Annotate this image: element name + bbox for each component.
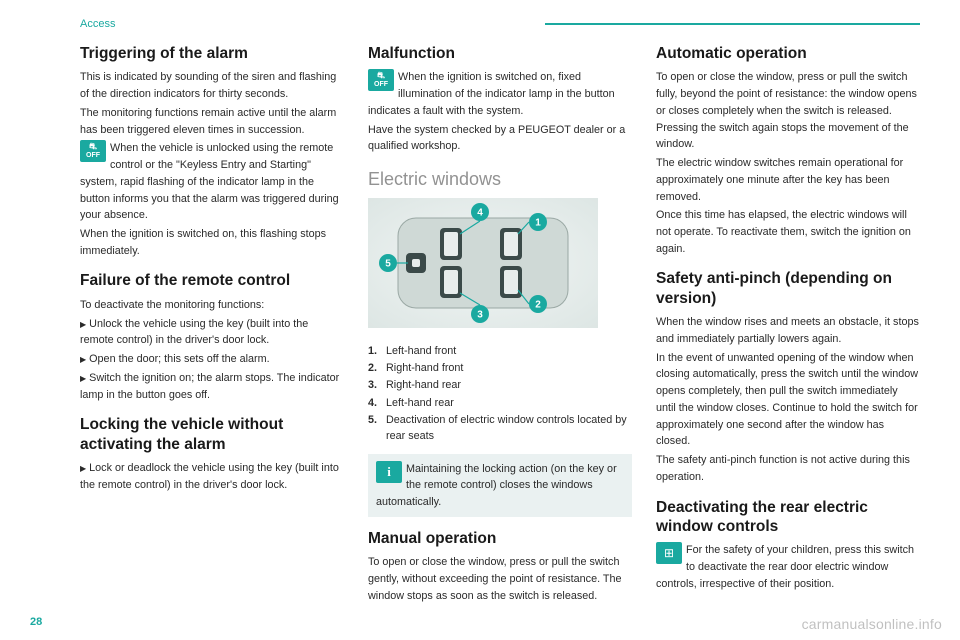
body-text: The safety anti-pinch function is not ac…: [656, 452, 920, 485]
list-item-label: Right-hand front: [386, 360, 463, 376]
body-text: This is indicated by sounding of the sir…: [80, 69, 344, 102]
page-number: 28: [30, 616, 42, 628]
body-text: In the event of unwanted opening of the …: [656, 350, 920, 450]
body-text: When the ignition is switched on, this f…: [80, 226, 344, 259]
window-controls-diagram: 1 2 3 4 5: [368, 198, 598, 328]
alarm-off-icon: ⛐OFF: [80, 140, 106, 162]
list-item-label: Left-hand rear: [386, 395, 454, 411]
body-text: The electric window switches remain oper…: [656, 155, 920, 205]
list-item: 2.Right-hand front: [368, 360, 632, 376]
bullet-item: Switch the ignition on; the alarm stops.…: [80, 370, 344, 403]
callout-4: 4: [477, 208, 483, 219]
heading-deactivating-rear: Deactivating the rear electric window co…: [656, 498, 920, 537]
column-2: Malfunction ⛐OFF When the ignition is sw…: [368, 44, 632, 606]
body-text: The monitoring functions remain active u…: [80, 105, 344, 138]
header-rule: [545, 23, 920, 25]
callout-5: 5: [385, 259, 391, 270]
list-item-label: Right-hand rear: [386, 377, 461, 393]
list-item: 5.Deactivation of electric window contro…: [368, 412, 632, 444]
info-icon: i: [376, 461, 402, 483]
heading-electric-windows: Electric windows: [368, 169, 632, 190]
body-text: Have the system checked by a PEUGEOT dea…: [368, 122, 632, 155]
heading-automatic-operation: Automatic operation: [656, 44, 920, 63]
list-item: 4.Left-hand rear: [368, 395, 632, 411]
list-item-label: Left-hand front: [386, 343, 456, 359]
list-item: 3.Right-hand rear: [368, 377, 632, 393]
heading-anti-pinch: Safety anti-pinch (depending on version): [656, 269, 920, 308]
legend-list: 1.Left-hand front 2.Right-hand front 3.R…: [368, 343, 632, 444]
bullet-item: Open the door; this sets off the alarm.: [80, 351, 344, 368]
callout-1: 1: [535, 218, 541, 229]
list-item: 1.Left-hand front: [368, 343, 632, 359]
page: Access Triggering of the alarm This is i…: [0, 0, 960, 616]
page-header: Access: [80, 18, 920, 30]
heading-failure: Failure of the remote control: [80, 271, 344, 290]
bullet-item: Lock or deadlock the vehicle using the k…: [80, 460, 344, 493]
info-text: Maintaining the locking action (on the k…: [376, 463, 617, 507]
callout-2: 2: [535, 300, 541, 311]
body-text-with-icon: ⊞ For the safety of your children, press…: [656, 542, 920, 592]
body-text-with-icon: ⛐OFF When the vehicle is unlocked using …: [80, 140, 344, 224]
heading-triggering: Triggering of the alarm: [80, 44, 344, 63]
heading-malfunction: Malfunction: [368, 44, 632, 63]
heading-locking: Locking the vehicle without activating t…: [80, 415, 344, 454]
alarm-off-icon: ⛐OFF: [368, 69, 394, 91]
bullet-item: Unlock the vehicle using the key (built …: [80, 316, 344, 349]
body-text: Once this time has elapsed, the electric…: [656, 207, 920, 257]
list-item-label: Deactivation of electric window controls…: [386, 412, 632, 444]
heading-manual-operation: Manual operation: [368, 529, 632, 548]
window-lock-icon: ⊞: [656, 542, 682, 564]
body-text: To deactivate the monitoring functions:: [80, 297, 344, 314]
body-text: When the window rises and meets an obsta…: [656, 314, 920, 347]
column-3: Automatic operation To open or close the…: [656, 44, 920, 606]
section-label: Access: [80, 18, 115, 30]
body-text-with-icon: ⛐OFF When the ignition is switched on, f…: [368, 69, 632, 119]
column-1: Triggering of the alarm This is indicate…: [80, 44, 344, 606]
info-box: i Maintaining the locking action (on the…: [368, 454, 632, 517]
body-text: When the vehicle is unlocked using the r…: [80, 142, 339, 221]
body-text: For the safety of your children, press t…: [656, 544, 914, 589]
body-text: To open or close the window, press or pu…: [656, 69, 920, 153]
content-columns: Triggering of the alarm This is indicate…: [80, 44, 920, 606]
callout-3: 3: [477, 310, 483, 321]
watermark: carmanualsonline.info: [802, 616, 942, 632]
body-text: To open or close the window, press or pu…: [368, 554, 632, 604]
body-text: When the ignition is switched on, fixed …: [368, 71, 615, 116]
